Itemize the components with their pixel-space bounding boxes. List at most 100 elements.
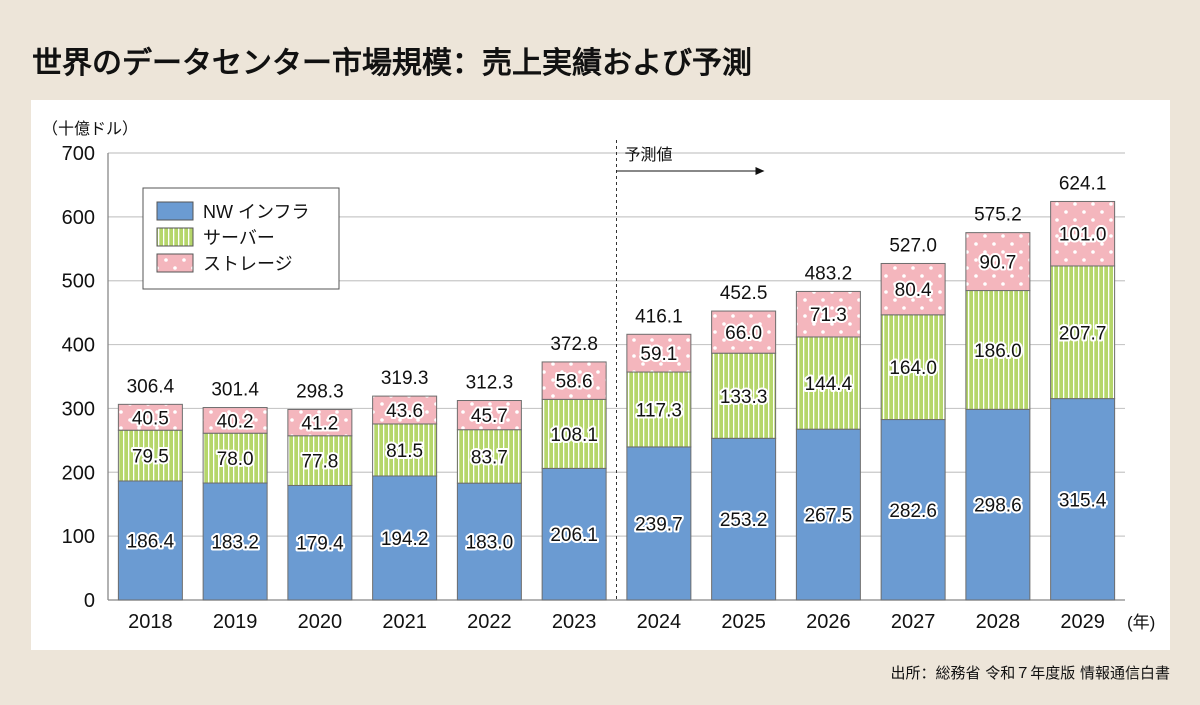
- data-label-nw-infra: 186.4: [127, 531, 175, 552]
- total-label: 312.3: [466, 373, 514, 394]
- bar-storage-2028: [965, 232, 1031, 292]
- x-tick-label: 2022: [467, 611, 512, 633]
- data-label-server: 133.3: [720, 387, 768, 408]
- total-label: 298.3: [296, 382, 344, 403]
- data-label-storage: 40.2: [217, 411, 254, 432]
- total-label: 527.0: [889, 235, 937, 256]
- bar-storage-2022: [456, 400, 522, 431]
- y-tick-label: 0: [84, 590, 95, 612]
- x-tick-label: 2027: [891, 611, 936, 633]
- data-label-nw-infra: 179.4: [296, 534, 344, 555]
- x-tick-label: 2019: [213, 611, 258, 633]
- bar-nw-infra-2025: [711, 437, 777, 601]
- data-label-storage: 41.2: [301, 414, 338, 435]
- forecast-label: 予測値: [625, 146, 673, 164]
- total-label: 624.1: [1059, 173, 1107, 194]
- data-label-nw-infra: 298.6: [974, 496, 1022, 517]
- total-label: 452.5: [720, 283, 768, 304]
- data-label-nw-infra: 206.1: [550, 525, 598, 546]
- bar-server-2018: [117, 429, 183, 482]
- data-label-storage: 71.3: [810, 305, 847, 326]
- total-label: 416.1: [635, 306, 683, 327]
- x-tick-label: 2020: [298, 611, 343, 633]
- x-tick-label: 2029: [1060, 611, 1105, 633]
- bar-storage-2018: [117, 403, 183, 431]
- bar-nw-infra-2021: [372, 475, 438, 601]
- data-label-storage: 40.5: [132, 408, 169, 429]
- data-label-nw-infra: 267.5: [805, 506, 853, 527]
- legend-swatch-nw-infra: [156, 201, 194, 221]
- total-label: 483.2: [805, 263, 853, 284]
- y-tick-label: 600: [62, 207, 95, 229]
- data-label-storage: 80.4: [895, 280, 932, 301]
- bar-nw-infra-2019: [202, 482, 268, 601]
- total-label: 301.4: [211, 380, 259, 401]
- data-label-nw-infra: 183.2: [211, 533, 259, 554]
- y-axis-label: （十億ドル）: [42, 120, 138, 138]
- bar-storage-2025: [711, 310, 777, 354]
- data-label-storage: 59.1: [640, 344, 677, 365]
- data-label-nw-infra: 183.0: [466, 533, 514, 554]
- data-label-server: 117.3: [636, 400, 682, 421]
- bar-storage-2024: [626, 333, 692, 373]
- bar-storage-2021: [372, 395, 438, 425]
- data-label-nw-infra: 315.4: [1059, 490, 1107, 511]
- bar-storage-2027: [880, 262, 946, 316]
- legend-label-storage: ストレージ: [203, 254, 293, 274]
- x-tick-label: 2025: [721, 611, 766, 633]
- source-note: 出所：総務省 令和７年度版 情報通信白書: [890, 664, 1170, 682]
- y-tick-label: 500: [62, 271, 95, 293]
- bar-nw-infra-2024: [626, 446, 692, 601]
- data-label-nw-infra: 194.2: [381, 529, 429, 550]
- x-tick-label: 2028: [976, 611, 1021, 633]
- x-tick-label: 2023: [552, 611, 597, 633]
- bar-nw-infra-2018: [117, 480, 183, 601]
- bar-storage-2026: [795, 290, 861, 338]
- data-label-storage: 43.6: [386, 401, 423, 422]
- data-label-nw-infra: 282.6: [889, 501, 937, 522]
- bar-server-2028: [965, 290, 1031, 410]
- x-tick-label: 2021: [382, 611, 427, 633]
- legend-swatch-server: [156, 227, 194, 247]
- bar-storage-2019: [202, 407, 268, 434]
- data-label-storage: 45.7: [471, 406, 508, 427]
- data-label-server: 207.7: [1059, 323, 1107, 344]
- y-tick-label: 400: [62, 335, 95, 357]
- bar-nw-infra-2029: [1050, 398, 1116, 601]
- data-label-server: 186.0: [974, 341, 1022, 362]
- x-tick-label: 2018: [128, 611, 173, 633]
- data-label-server: 77.8: [301, 452, 338, 473]
- chart-title: 世界のデータセンター市場規模：売上実績および予測: [32, 46, 752, 81]
- legend-label-server: サーバー: [203, 228, 275, 248]
- bar-server-2022: [456, 429, 522, 484]
- data-label-nw-infra: 253.2: [720, 510, 768, 531]
- bar-storage-2020: [287, 408, 353, 437]
- bar-nw-infra-2023: [541, 467, 607, 601]
- y-tick-label: 200: [62, 462, 95, 484]
- data-label-server: 79.5: [132, 447, 169, 468]
- bar-server-2024: [626, 371, 692, 448]
- bar-storage-2023: [541, 361, 607, 400]
- data-label-storage: 90.7: [979, 253, 1016, 274]
- total-label: 372.8: [550, 334, 598, 355]
- bar-server-2026: [795, 336, 861, 430]
- bar-server-2029: [1050, 265, 1116, 400]
- x-axis-unit: (年): [1127, 613, 1155, 632]
- total-label: 306.4: [127, 376, 175, 397]
- data-label-server: 83.7: [471, 447, 508, 468]
- y-tick-label: 100: [62, 526, 95, 548]
- data-label-server: 78.0: [217, 449, 254, 470]
- data-label-storage: 66.0: [725, 323, 762, 344]
- x-tick-label: 2026: [806, 611, 851, 633]
- data-label-nw-infra: 239.7: [635, 514, 683, 535]
- total-label: 575.2: [974, 205, 1022, 226]
- data-label-server: 144.4: [805, 374, 853, 395]
- bar-server-2025: [711, 352, 777, 439]
- data-label-storage: 58.6: [556, 372, 593, 393]
- legend-label-nw-infra: NW インフラ: [203, 202, 309, 222]
- bar-server-2027: [880, 314, 946, 421]
- forecast-arrow-head: [755, 167, 765, 175]
- bar-server-2021: [372, 423, 438, 477]
- y-tick-label: 300: [62, 398, 95, 420]
